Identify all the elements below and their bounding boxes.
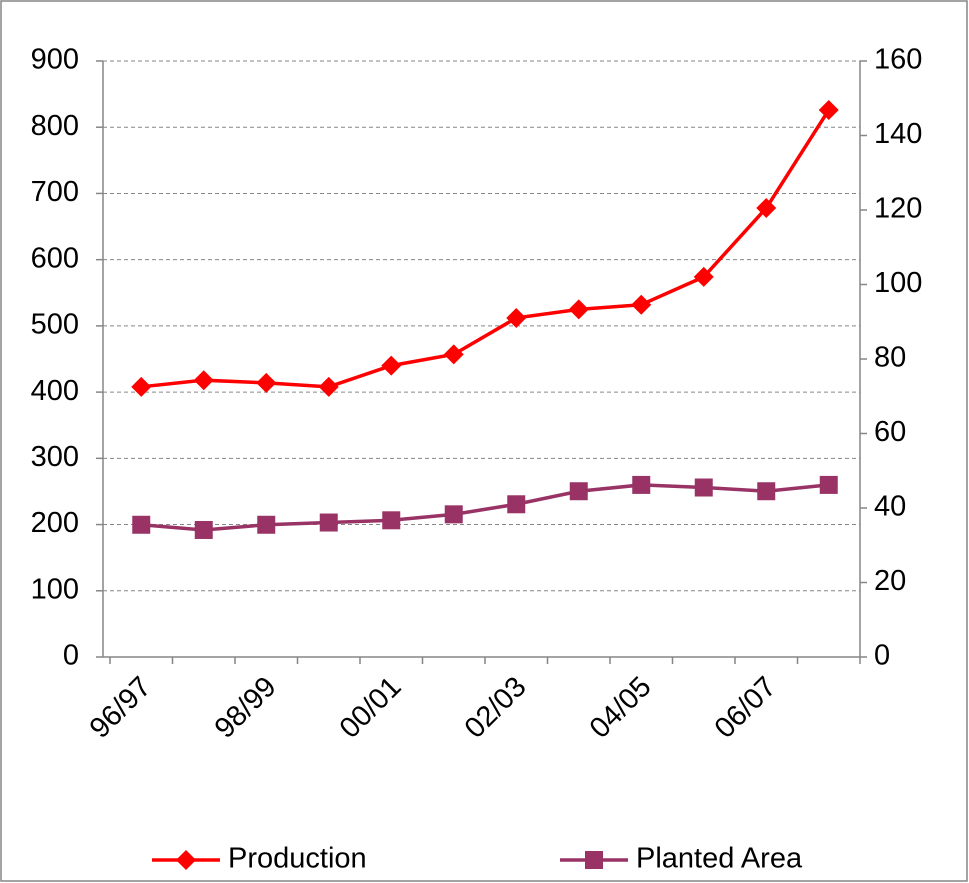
diamond-marker bbox=[256, 372, 277, 393]
y2-tick-label: 120 bbox=[874, 193, 922, 225]
diamond-marker bbox=[318, 376, 339, 397]
y2-tick-label: 40 bbox=[874, 491, 906, 523]
legend-label: Production bbox=[228, 843, 367, 875]
square-marker bbox=[757, 482, 776, 501]
y2-tick-label: 160 bbox=[874, 44, 922, 76]
y2-tick-label: 0 bbox=[874, 640, 890, 672]
diamond-marker bbox=[176, 850, 196, 870]
y-tick-label: 900 bbox=[31, 44, 79, 76]
legend-label: Planted Area bbox=[636, 843, 803, 875]
y-tick-label: 400 bbox=[31, 375, 79, 407]
square-marker bbox=[444, 505, 463, 524]
diamond-marker bbox=[443, 344, 464, 365]
diamond-marker bbox=[693, 266, 714, 287]
square-marker bbox=[632, 475, 651, 494]
diamond-marker bbox=[818, 100, 839, 121]
y-tick-label: 100 bbox=[31, 573, 79, 605]
y2-tick-label: 100 bbox=[874, 267, 922, 299]
square-marker bbox=[507, 495, 526, 514]
y2-tick-label: 20 bbox=[874, 565, 906, 597]
square-marker bbox=[257, 515, 276, 534]
legend-item: Planted Area bbox=[560, 843, 803, 875]
square-marker bbox=[569, 482, 588, 501]
diamond-marker bbox=[568, 299, 589, 320]
square-marker bbox=[132, 515, 151, 534]
y-tick-label: 300 bbox=[31, 441, 79, 473]
diamond-marker bbox=[131, 376, 152, 397]
series-line bbox=[141, 483, 829, 532]
legend-item: Production bbox=[152, 843, 367, 875]
y-tick-label: 600 bbox=[31, 242, 79, 274]
diamond-marker bbox=[756, 198, 777, 219]
diamond-marker bbox=[506, 307, 527, 328]
diamond-marker bbox=[631, 294, 652, 315]
series-line bbox=[141, 109, 831, 389]
square-marker bbox=[194, 520, 213, 539]
square-marker bbox=[319, 513, 338, 532]
y-tick-label: 500 bbox=[31, 309, 79, 341]
square-marker bbox=[382, 511, 401, 530]
y-tick-label: 700 bbox=[31, 176, 79, 208]
square-marker bbox=[585, 851, 603, 869]
square-marker bbox=[819, 475, 838, 494]
y-tick-label: 200 bbox=[31, 507, 79, 539]
y2-tick-label: 80 bbox=[874, 342, 906, 374]
diamond-marker bbox=[193, 370, 214, 391]
square-marker bbox=[694, 478, 713, 497]
y2-tick-label: 140 bbox=[874, 118, 922, 150]
diamond-marker bbox=[381, 355, 402, 376]
y-tick-label: 800 bbox=[31, 110, 79, 142]
y2-tick-label: 60 bbox=[874, 416, 906, 448]
y-tick-label: 0 bbox=[63, 640, 79, 672]
